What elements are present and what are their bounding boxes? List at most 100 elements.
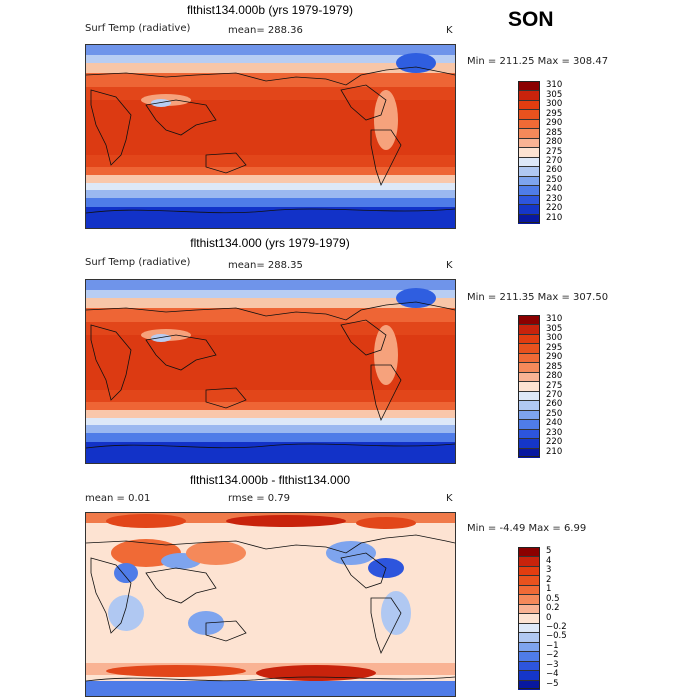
colorbar-label: 240 — [546, 184, 563, 195]
colorbar-cell — [518, 409, 540, 420]
panel-3-colorbar: 5 4 3 2 1 0.5 0.2 0 −0.2 −0.5 −1 −2 −3 −4 −5 — [518, 547, 567, 690]
colorbar-cell — [518, 156, 540, 167]
colorbar-cell — [518, 128, 540, 139]
colorbar-cell — [518, 565, 540, 576]
panel-3-map-graphic — [86, 513, 455, 696]
colorbar-cell — [518, 419, 540, 430]
colorbar-label: 250 — [546, 408, 563, 419]
colorbar-cell — [518, 371, 540, 382]
colorbar-label: 280 — [546, 371, 563, 382]
colorbar-label: 230 — [546, 427, 563, 438]
colorbar-label: 300 — [546, 333, 563, 344]
colorbar-label: 260 — [546, 399, 563, 410]
colorbar-cell — [518, 204, 540, 215]
panel-2-colorbar: 310 305 300 295 290 285 280 275 270 260 250 240 230 2… — [518, 315, 562, 458]
colorbar-label: 285 — [546, 361, 563, 372]
colorbar-cell — [518, 660, 540, 671]
colorbar-label: 270 — [546, 389, 563, 400]
panel-2-title: flthist134.000 (yrs 1979-1979) — [190, 236, 350, 250]
colorbar-label: 220 — [546, 437, 563, 448]
colorbar-cell — [518, 613, 540, 624]
colorbar-label: 250 — [546, 174, 563, 185]
colorbar-cell — [518, 381, 540, 392]
colorbar-label: 2 — [546, 574, 552, 585]
colorbar-cell — [518, 213, 540, 224]
colorbar-label: 295 — [546, 342, 563, 353]
colorbar-cell — [518, 670, 540, 681]
colorbar-label: 310 — [546, 80, 563, 91]
colorbar-cell — [518, 632, 540, 643]
colorbar-label: 280 — [546, 137, 563, 148]
colorbar-cell — [518, 641, 540, 652]
panel-3-map — [85, 512, 456, 697]
colorbar-label: 0.2 — [546, 603, 560, 614]
colorbar-label: 230 — [546, 193, 563, 204]
panel-3-units: K — [446, 493, 453, 504]
colorbar-cell — [518, 594, 540, 605]
colorbar-label: 4 — [546, 555, 552, 566]
colorbar-label: 240 — [546, 418, 563, 429]
panel-1-map — [85, 44, 456, 229]
colorbar-cell — [518, 118, 540, 129]
colorbar-cell — [518, 584, 540, 595]
colorbar-label: 1 — [546, 584, 552, 595]
season-label: SON — [508, 8, 554, 31]
colorbar-frame — [518, 81, 540, 223]
colorbar-cell — [518, 175, 540, 186]
colorbar-cell — [518, 447, 540, 458]
colorbar-label: −0.5 — [546, 631, 567, 642]
panel-3-title: flthist134.000b - flthist134.000 — [189, 473, 351, 487]
colorbar-cell — [518, 651, 540, 662]
colorbar-label: 290 — [546, 118, 563, 129]
colorbar-cell — [518, 90, 540, 101]
panel-3-rmse: rmse = 0.79 — [228, 493, 291, 504]
colorbar-cell — [518, 137, 540, 148]
colorbar-cell — [518, 109, 540, 120]
colorbar-frame — [518, 315, 540, 457]
colorbar-label: 220 — [546, 203, 563, 214]
panel-1-minmax: Min = 211.25 Max = 308.47 — [467, 56, 609, 67]
colorbar-label: 210 — [546, 212, 563, 223]
colorbar-frame — [518, 547, 540, 689]
colorbar-label: −4 — [546, 669, 559, 680]
colorbar-cell — [518, 333, 540, 344]
colorbar-label: 260 — [546, 165, 563, 176]
colorbar-cell — [518, 603, 540, 614]
colorbar-cell — [518, 343, 540, 354]
colorbar-label: 305 — [546, 89, 563, 100]
colorbar-label: 3 — [546, 565, 552, 576]
colorbar-cell — [518, 147, 540, 158]
colorbar-cell — [518, 438, 540, 449]
panel-2-map — [85, 279, 456, 464]
colorbar-label: 275 — [546, 380, 563, 391]
colorbar-cell — [518, 400, 540, 411]
colorbar-cell — [518, 679, 540, 690]
panel-3-mean: mean = 0.01 — [85, 493, 151, 504]
colorbar-cell — [518, 166, 540, 177]
colorbar-cell — [518, 556, 540, 567]
colorbar-cell — [518, 362, 540, 373]
panel-1-colorbar: 310 305 300 295 290 285 280 275 270 260 250 240 230 2… — [518, 81, 562, 224]
colorbar-cell — [518, 428, 540, 439]
colorbar-label: −3 — [546, 659, 559, 670]
colorbar-cell — [518, 324, 540, 335]
panel-2-map-graphic — [86, 280, 455, 463]
colorbar-label: 275 — [546, 146, 563, 157]
colorbar-label: −2 — [546, 650, 559, 661]
colorbar-label: 290 — [546, 352, 563, 363]
colorbar-label: 305 — [546, 323, 563, 334]
colorbar-cell — [518, 185, 540, 196]
panel-1-units: K — [446, 25, 453, 36]
colorbar-label: 310 — [546, 314, 563, 325]
colorbar-cell — [518, 575, 540, 586]
panel-2-mean: mean= 288.35 — [228, 260, 303, 271]
colorbar-cell — [518, 352, 540, 363]
panel-1-title: flthist134.000b (yrs 1979-1979) — [186, 3, 354, 17]
panel-1-map-graphic — [86, 45, 455, 228]
colorbar-label: 5 — [546, 546, 552, 557]
colorbar-cell — [518, 622, 540, 633]
colorbar-label: −5 — [546, 678, 559, 689]
colorbar-label: 0 — [546, 612, 552, 623]
colorbar-cell — [518, 99, 540, 110]
colorbar-cell — [518, 390, 540, 401]
